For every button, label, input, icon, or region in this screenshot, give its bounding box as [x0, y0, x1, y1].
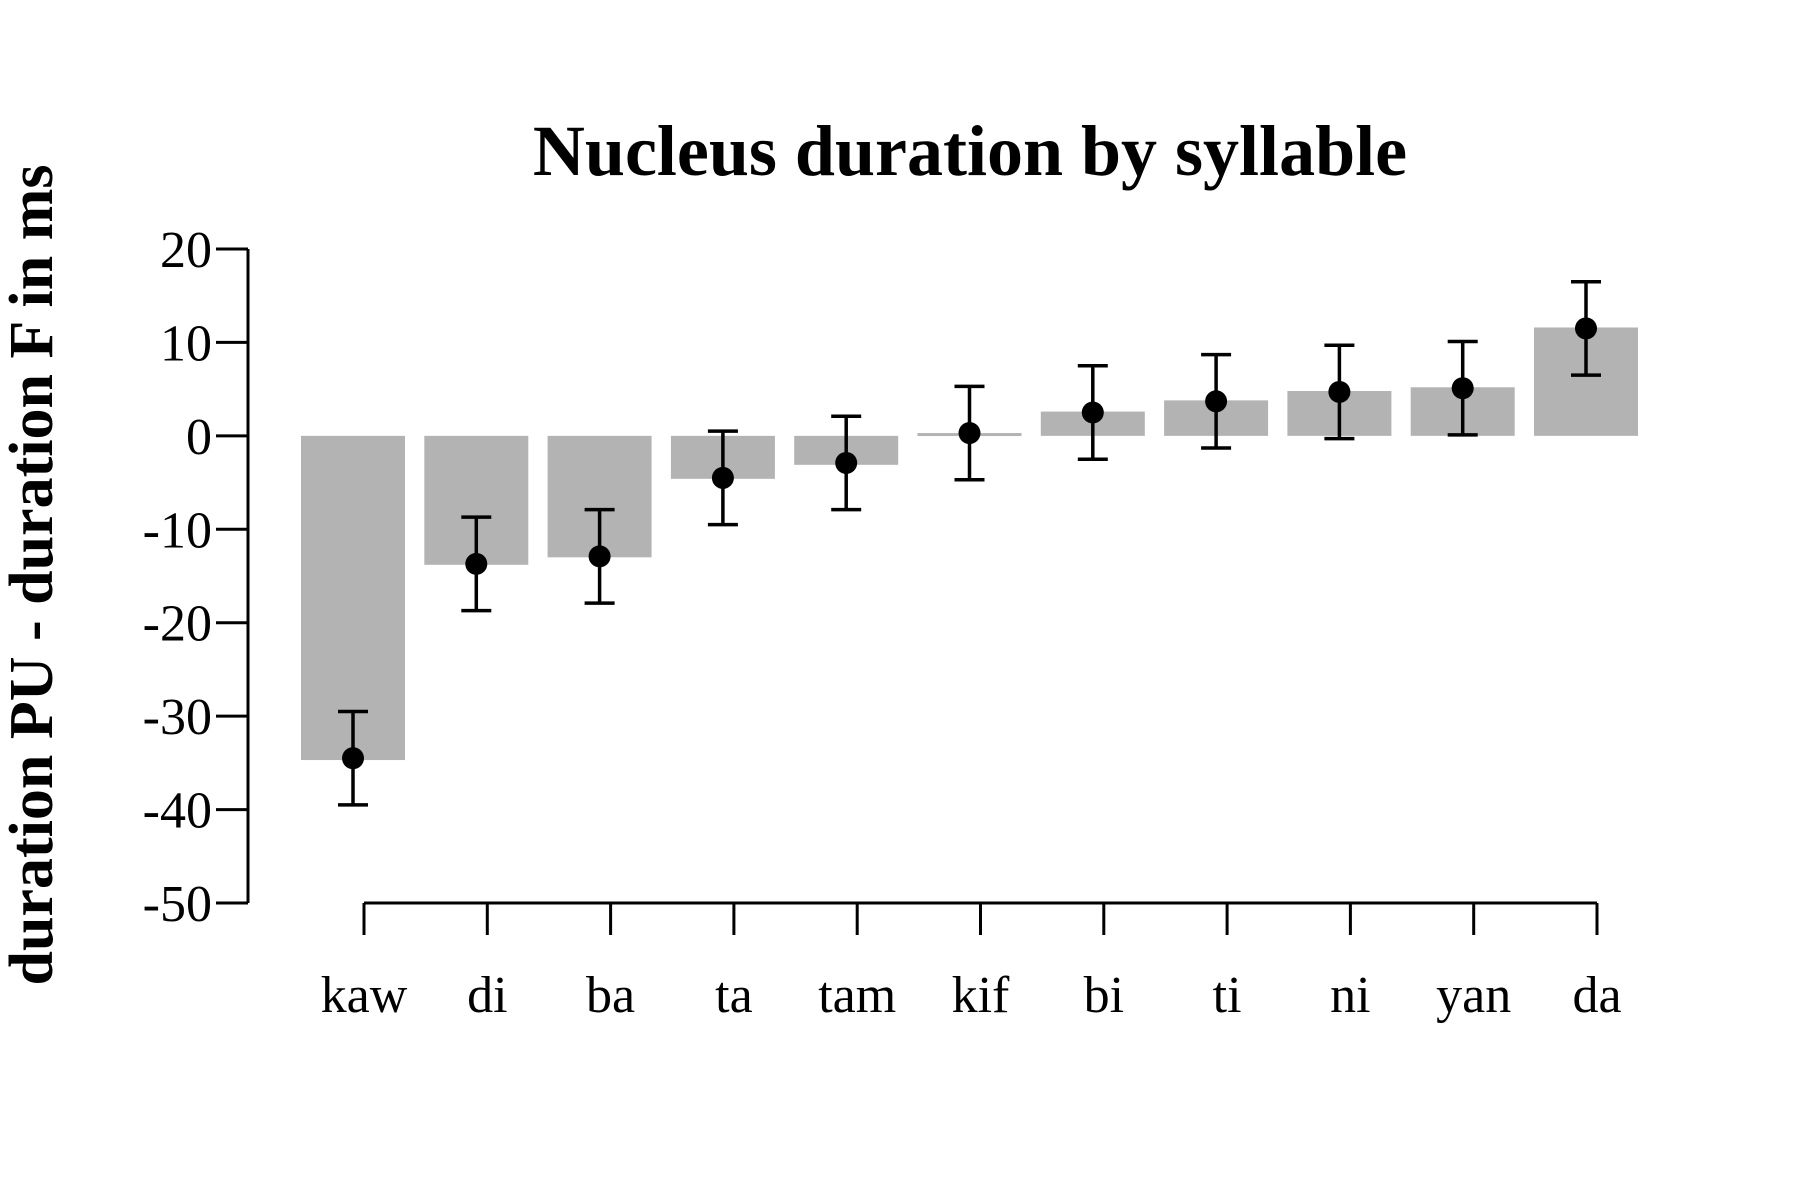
- bar: [301, 435, 405, 761]
- y-tick-label: -50: [143, 876, 212, 933]
- x-tick-label: tam: [818, 967, 896, 1024]
- data-point: [1575, 317, 1597, 340]
- data-point: [465, 552, 488, 575]
- x-tick-label: ti: [1213, 967, 1242, 1024]
- x-tick-label: yan: [1436, 967, 1511, 1024]
- data-point: [835, 451, 858, 474]
- y-axis-label: duration PU - duration F in ms: [0, 164, 66, 985]
- y-tick-label: -30: [143, 689, 212, 746]
- bar-series: [301, 327, 1638, 761]
- y-tick-label: -10: [143, 502, 212, 559]
- y-tick-label: -40: [143, 783, 212, 840]
- point-series: [342, 317, 1597, 770]
- chart-title: Nucleus duration by syllable: [533, 111, 1407, 191]
- data-point: [588, 545, 611, 568]
- data-point: [1328, 380, 1351, 403]
- x-tick-label: bi: [1084, 967, 1124, 1024]
- data-point: [958, 422, 981, 445]
- y-tick-label: -20: [143, 596, 212, 653]
- x-tick-label: kif: [952, 967, 1010, 1024]
- y-tick-label: 10: [160, 315, 212, 372]
- data-point: [1451, 377, 1474, 400]
- x-tick-label: ni: [1330, 967, 1370, 1024]
- x-tick-label: ta: [715, 967, 753, 1024]
- x-tick-label: di: [467, 967, 507, 1024]
- y-tick-label: 20: [160, 222, 212, 279]
- x-axis-ticks: kaw di ba ta tam kif bi ti ni yan da: [321, 903, 1622, 1024]
- data-point: [342, 747, 364, 770]
- y-tick-label: 0: [186, 409, 212, 466]
- data-point: [1081, 401, 1104, 424]
- x-tick-label: da: [1572, 967, 1621, 1024]
- data-point: [711, 466, 734, 489]
- y-axis-ticks: 20 10 0 -10 -20 -30 -40 -50: [143, 222, 248, 933]
- x-tick-label: kaw: [321, 967, 408, 1024]
- data-point: [1205, 390, 1228, 413]
- x-tick-label: ba: [586, 967, 635, 1024]
